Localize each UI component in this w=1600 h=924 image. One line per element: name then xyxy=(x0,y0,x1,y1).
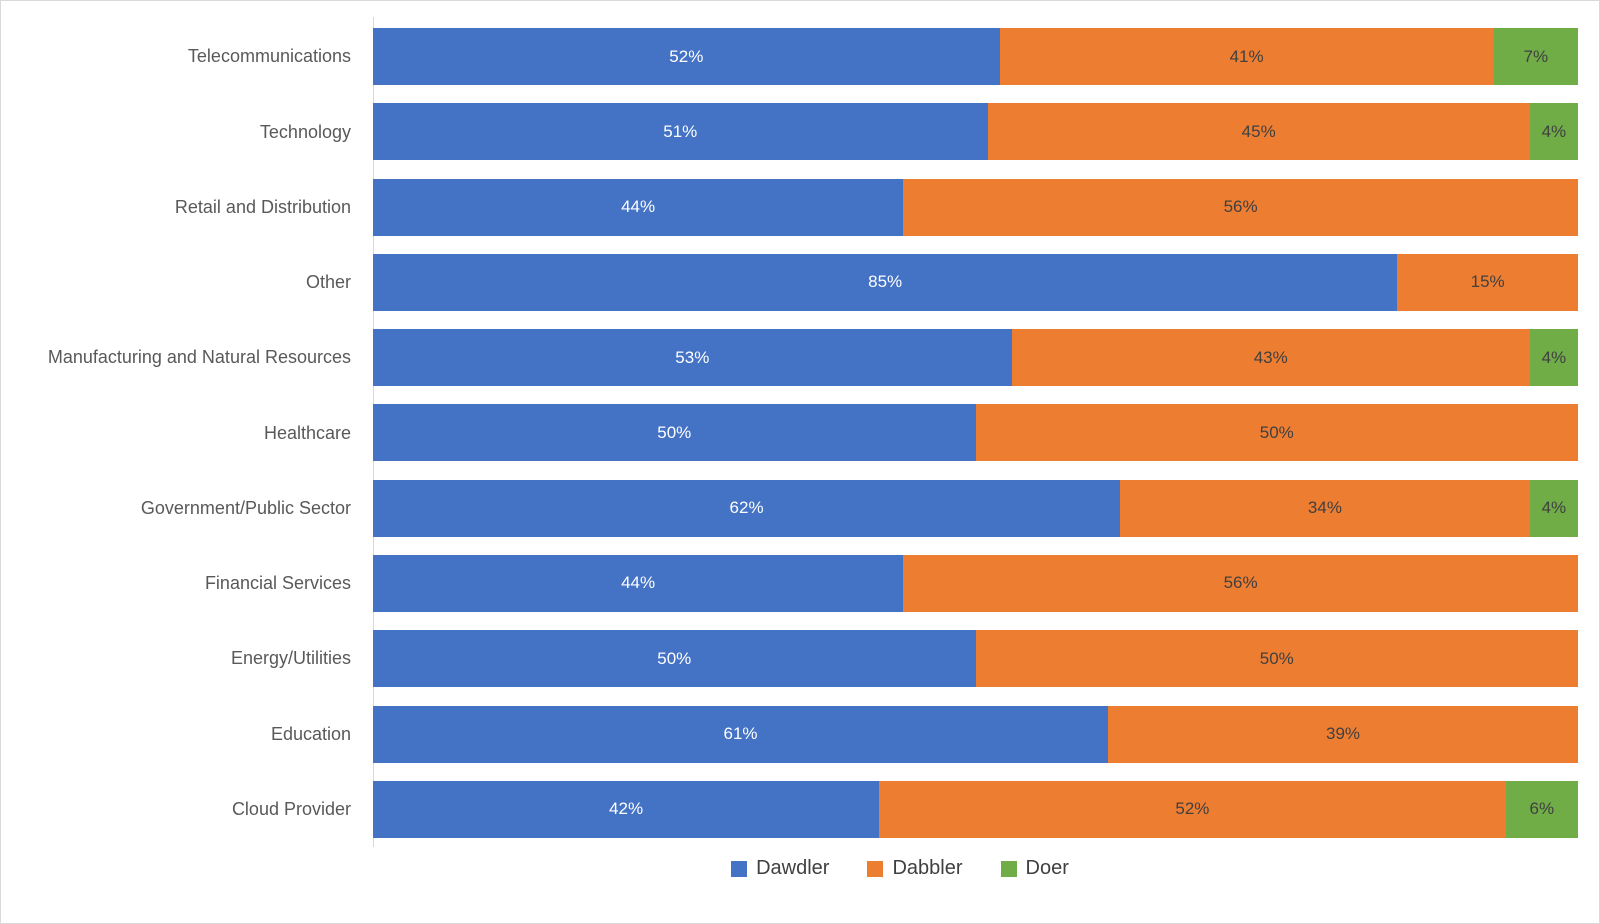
segment-value-label: 52% xyxy=(1175,799,1210,819)
segment-value-label: 45% xyxy=(1241,121,1276,141)
bar-track: 50% 50% xyxy=(373,404,1578,462)
segment-value-label: 44% xyxy=(621,197,656,217)
bar-segment-dawdler: 61% xyxy=(373,705,1109,763)
segment-value-label: 61% xyxy=(723,724,758,744)
bar-track: 50% 50% xyxy=(373,630,1578,688)
category-label: Retail and Distribution xyxy=(174,196,351,217)
dawdler-swatch-icon xyxy=(731,860,748,877)
segment-value-label: 52% xyxy=(669,46,704,66)
segment-value-label: 50% xyxy=(1259,648,1294,668)
bar-segment-dabbler: 43% xyxy=(1011,329,1530,387)
segment-value-label: 6% xyxy=(1529,799,1555,819)
segment-value-label: 4% xyxy=(1541,121,1567,141)
segment-value-label: 56% xyxy=(1223,197,1258,217)
bar-row: Manufacturing and Natural Resources 53% 43… xyxy=(1,320,1599,395)
bar-segment-dawdler: 62% xyxy=(373,479,1121,537)
dabbler-swatch-icon xyxy=(867,860,884,877)
chart-legend: Dawdler Dabbler Doer xyxy=(101,857,1599,880)
segment-value-label: 7% xyxy=(1523,46,1549,66)
segment-value-label: 4% xyxy=(1541,347,1567,367)
bar-rows: Telecommunications 52% 41% 7% Technology 51% 4… xyxy=(1,19,1599,847)
segment-value-label: 62% xyxy=(729,498,764,518)
segment-value-label: 43% xyxy=(1253,347,1288,367)
bar-track: 52% 41% 7% xyxy=(373,28,1578,86)
bar-segment-doer: 6% xyxy=(1505,780,1578,838)
legend-label: Dawdler xyxy=(756,857,830,879)
bar-segment-doer: 7% xyxy=(1493,28,1578,86)
legend-item-dabbler: Dabbler xyxy=(867,857,963,880)
bar-segment-dawdler: 51% xyxy=(373,103,988,161)
bar-segment-dawdler: 53% xyxy=(373,329,1012,387)
segment-value-label: 44% xyxy=(621,573,656,593)
segment-value-label: 50% xyxy=(1259,422,1294,442)
bar-segment-dabbler: 41% xyxy=(999,28,1494,86)
category-label: Cloud Provider xyxy=(231,798,351,819)
segment-value-label: 41% xyxy=(1229,46,1264,66)
bar-segment-dabbler: 34% xyxy=(1120,479,1530,537)
segment-value-label: 53% xyxy=(675,347,710,367)
segment-value-label: 42% xyxy=(609,799,644,819)
segment-value-label: 4% xyxy=(1541,498,1567,518)
bar-track: 51% 45% 4% xyxy=(373,103,1578,161)
segment-value-label: 34% xyxy=(1307,498,1342,518)
category-label: Energy/Utilities xyxy=(230,648,351,669)
bar-segment-dawdler: 50% xyxy=(373,630,976,688)
bar-segment-dabbler: 39% xyxy=(1108,705,1578,763)
bar-segment-dawdler: 85% xyxy=(373,253,1398,311)
segment-value-label: 85% xyxy=(868,272,903,292)
bar-track: 44% 56% xyxy=(373,178,1578,236)
bar-track: 85% 15% xyxy=(373,253,1578,311)
legend-label: Doer xyxy=(1025,857,1069,879)
bar-segment-dabbler: 45% xyxy=(987,103,1530,161)
category-label: Technology xyxy=(259,121,351,142)
legend-item-dawdler: Dawdler xyxy=(731,857,829,880)
bar-segment-doer: 4% xyxy=(1529,329,1578,387)
segment-value-label: 56% xyxy=(1223,573,1258,593)
bar-track: 61% 39% xyxy=(373,705,1578,763)
bar-segment-dabbler: 56% xyxy=(903,554,1578,612)
segment-value-label: 15% xyxy=(1470,272,1505,292)
legend-item-doer: Doer xyxy=(1000,857,1069,880)
category-label: Other xyxy=(305,272,351,293)
bar-segment-dawdler: 42% xyxy=(373,780,880,838)
bar-segment-doer: 4% xyxy=(1529,479,1578,537)
category-label: Government/Public Sector xyxy=(140,497,351,518)
category-label: Healthcare xyxy=(263,422,351,443)
category-label: Education xyxy=(270,723,351,744)
legend-label: Dabbler xyxy=(892,857,963,879)
doer-swatch-icon xyxy=(1000,860,1017,877)
bar-row: Financial Services 44% 56% xyxy=(1,546,1599,621)
category-label: Telecommunications xyxy=(187,46,351,67)
bar-row: Healthcare 50% 50% xyxy=(1,395,1599,470)
bar-segment-dabbler: 52% xyxy=(879,780,1506,838)
segment-value-label: 50% xyxy=(657,648,692,668)
bar-track: 42% 52% 6% xyxy=(373,780,1578,838)
segment-value-label: 51% xyxy=(663,121,698,141)
bar-row: Government/Public Sector 62% 34% 4% xyxy=(1,471,1599,546)
bar-segment-dawdler: 44% xyxy=(373,178,904,236)
bar-segment-dabbler: 50% xyxy=(975,404,1578,462)
segment-value-label: 39% xyxy=(1326,724,1361,744)
bar-row: Education 61% 39% xyxy=(1,696,1599,771)
bar-row: Other 85% 15% xyxy=(1,245,1599,320)
bar-track: 53% 43% 4% xyxy=(373,329,1578,387)
bar-segment-dawdler: 44% xyxy=(373,554,904,612)
bar-row: Telecommunications 52% 41% 7% xyxy=(1,19,1599,94)
bar-row: Cloud Provider 42% 52% 6% xyxy=(1,772,1599,847)
segment-value-label: 50% xyxy=(657,422,692,442)
bar-track: 44% 56% xyxy=(373,554,1578,612)
category-label: Financial Services xyxy=(204,573,351,594)
bar-segment-dabbler: 15% xyxy=(1397,253,1578,311)
bar-segment-dawdler: 50% xyxy=(373,404,976,462)
bar-row: Technology 51% 45% 4% xyxy=(1,94,1599,169)
category-label: Manufacturing and Natural Resources xyxy=(47,347,351,368)
bar-segment-dabbler: 50% xyxy=(975,630,1578,688)
bar-segment-dawdler: 52% xyxy=(373,28,1000,86)
bar-track: 62% 34% 4% xyxy=(373,479,1578,537)
bar-segment-doer: 4% xyxy=(1529,103,1578,161)
bar-segment-dabbler: 56% xyxy=(903,178,1578,236)
bar-row: Energy/Utilities 50% 50% xyxy=(1,621,1599,696)
bar-row: Retail and Distribution 44% 56% xyxy=(1,170,1599,245)
